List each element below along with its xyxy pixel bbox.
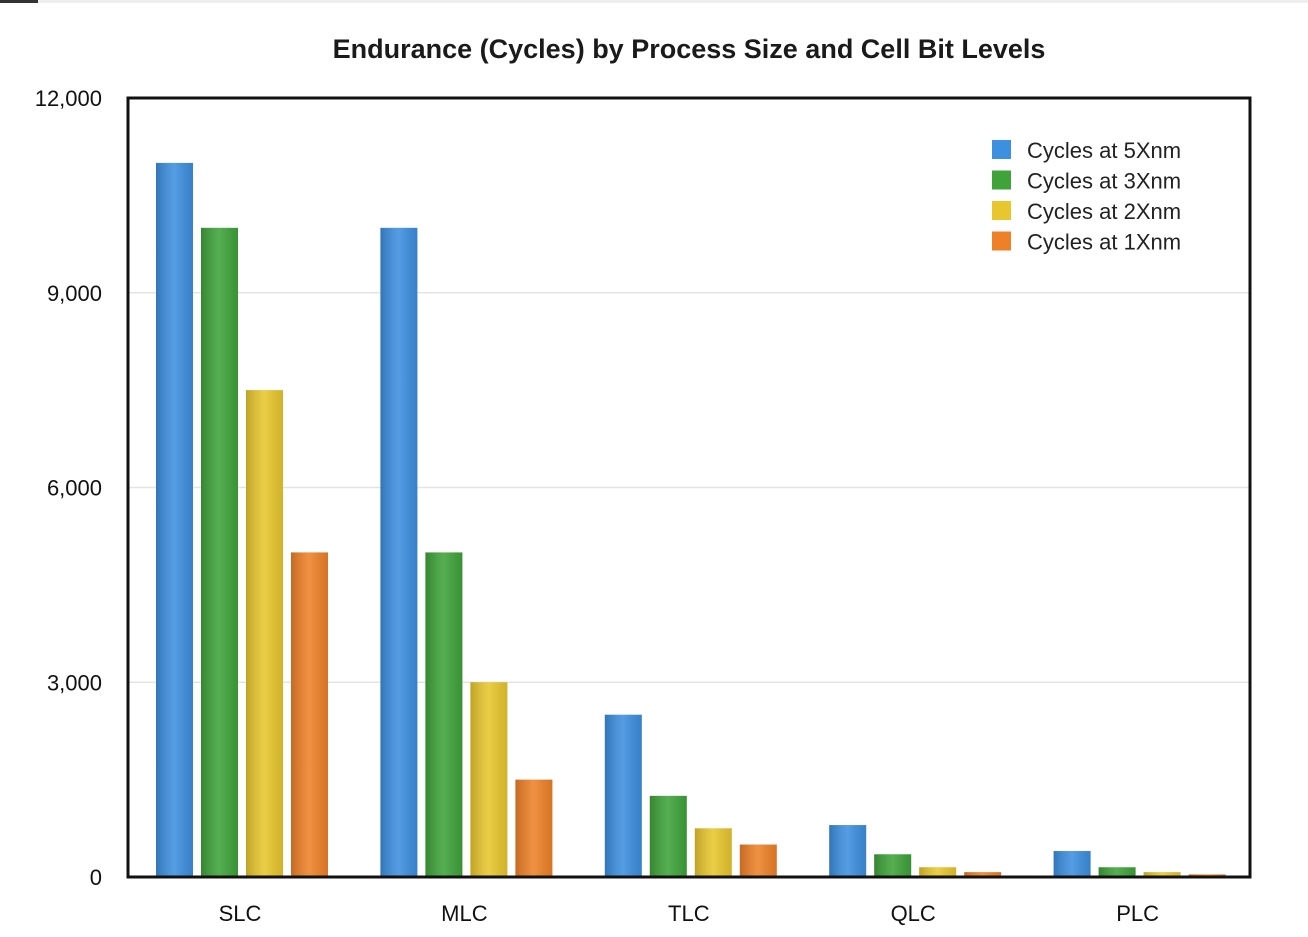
x-category-label: SLC bbox=[219, 901, 262, 926]
bar-shading bbox=[829, 825, 867, 877]
bar-shading bbox=[246, 390, 283, 877]
top-strip bbox=[0, 0, 1308, 3]
bar-shading bbox=[1053, 851, 1091, 877]
plot-frame bbox=[126, 96, 1252, 879]
bar-shading bbox=[1143, 872, 1181, 877]
bar-shading bbox=[156, 162, 193, 877]
legend-label: Cycles at 2Xnm bbox=[1027, 199, 1181, 224]
bar-shading bbox=[291, 552, 328, 877]
y-tick-label: 3,000 bbox=[47, 670, 102, 695]
bar-shading bbox=[380, 227, 418, 878]
top-strip-tab bbox=[0, 0, 38, 3]
legend-swatch bbox=[992, 170, 1011, 190]
y-tick-label: 9,000 bbox=[47, 281, 102, 306]
y-tick-label: 0 bbox=[90, 865, 102, 890]
y-tick-label: 6,000 bbox=[47, 476, 102, 501]
x-category-label: MLC bbox=[441, 901, 488, 926]
legend-swatch bbox=[992, 231, 1011, 251]
x-category-label: TLC bbox=[668, 901, 710, 926]
y-tick-label: 12,000 bbox=[35, 86, 102, 111]
bar-shading bbox=[1098, 867, 1136, 877]
legend-swatch bbox=[992, 201, 1011, 220]
bar-shading bbox=[964, 872, 1002, 877]
bar-shading bbox=[694, 828, 732, 877]
legend-label: Cycles at 3Xnm bbox=[1027, 169, 1181, 194]
bar-shading bbox=[515, 779, 553, 877]
x-category-label: QLC bbox=[891, 901, 936, 926]
x-category-label: PLC bbox=[1116, 901, 1159, 926]
bar-shading bbox=[919, 867, 957, 877]
chart-title: Endurance (Cycles) by Process Size and C… bbox=[332, 34, 1046, 64]
legend: Cycles at 5Xnm Cycles at 3Xnm Cycles at 2X… bbox=[992, 138, 1181, 255]
bar-shading bbox=[649, 795, 687, 877]
bar-shading bbox=[739, 844, 777, 877]
bar-shading bbox=[874, 854, 912, 877]
legend-label: Cycles at 5Xnm bbox=[1027, 138, 1181, 163]
bar-shading bbox=[201, 227, 238, 878]
bar-shading bbox=[604, 714, 642, 877]
legend-label: Cycles at 1Xnm bbox=[1027, 230, 1181, 255]
legend-swatch bbox=[992, 140, 1011, 159]
bar-shading bbox=[425, 552, 463, 877]
bar-shading bbox=[470, 682, 508, 877]
